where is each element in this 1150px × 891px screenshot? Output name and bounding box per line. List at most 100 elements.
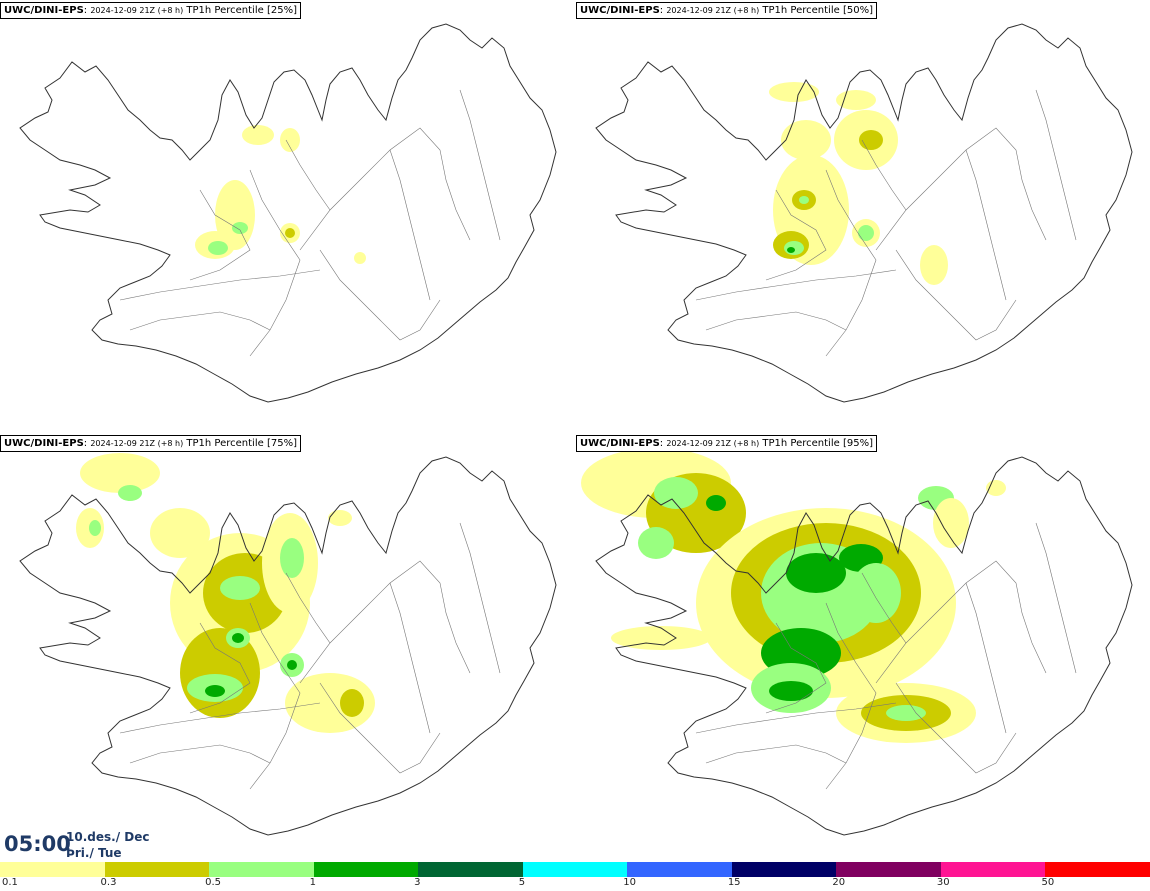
boundary-line <box>861 572 907 644</box>
precip-area <box>611 626 711 650</box>
precip-area <box>933 498 969 548</box>
colorbar-segment <box>731 862 837 877</box>
colorbar-label: 1 <box>309 877 316 888</box>
boundary-line <box>695 269 897 301</box>
coastline <box>595 456 1133 836</box>
boundary-line <box>389 582 431 734</box>
colorbar-segment <box>104 862 210 877</box>
iceland-map <box>595 23 1133 403</box>
precip-area <box>232 633 244 643</box>
precip-area <box>208 241 228 255</box>
boundary-line <box>1035 89 1077 241</box>
boundary-line <box>119 702 321 734</box>
panel-title: UWC/DINI-EPS: 2024-12-09 21Z (+8 h) TP1h… <box>0 435 301 452</box>
colorbar-segment <box>418 862 523 877</box>
valid-date: 10.des./ Dec <box>66 830 150 844</box>
colorbar-segment <box>0 862 105 877</box>
precip-area <box>786 553 846 593</box>
boundary-line <box>895 249 1017 341</box>
boundary-line <box>299 127 471 251</box>
valid-weekday: Þri./ Tue <box>66 846 122 860</box>
precip-area <box>285 673 375 733</box>
colorbar-segment <box>940 862 1046 877</box>
boundary-line <box>285 139 331 211</box>
colorbar <box>0 862 1150 877</box>
boundary-line <box>319 249 441 341</box>
precip-area <box>858 225 874 241</box>
map-panel-p25: UWC/DINI-EPS: 2024-12-09 21Z (+8 h) TP1h… <box>0 0 574 432</box>
coastline <box>19 23 557 403</box>
precip-area <box>205 685 225 697</box>
colorbar-labels: 0.1 0.3 0.5 1 3 5 10 15 20 30 50 <box>0 877 1150 891</box>
panel-title: UWC/DINI-EPS: 2024-12-09 21Z (+8 h) TP1h… <box>576 435 877 452</box>
precip-area <box>787 247 795 253</box>
precip-area <box>242 125 274 145</box>
valid-time-box <box>0 828 140 862</box>
precip-area <box>799 196 809 204</box>
map-panel-p95: UWC/DINI-EPS: 2024-12-09 21Z (+8 h) TP1h… <box>576 433 1150 865</box>
coastline <box>595 23 1133 403</box>
precip-area <box>285 228 295 238</box>
boundary-line <box>459 89 501 241</box>
boundary-line <box>1035 522 1077 674</box>
precip-area <box>920 245 948 285</box>
boundary-line <box>129 744 271 764</box>
precip-area <box>118 485 142 501</box>
colorbar-label: 20 <box>832 877 846 888</box>
colorbar-segment <box>313 862 419 877</box>
precip-area <box>654 477 698 509</box>
precip-area <box>769 82 819 102</box>
precip-area <box>340 689 364 717</box>
precip-area <box>781 120 831 160</box>
precip-area <box>851 563 901 623</box>
valid-time-clock: 05:00 <box>4 832 71 856</box>
panel-title: UWC/DINI-EPS: 2024-12-09 21Z (+8 h) TP1h… <box>576 2 877 19</box>
colorbar-label: 10 <box>623 877 636 888</box>
precip-area <box>232 222 248 234</box>
iceland-map <box>19 453 557 836</box>
boundary-line <box>129 311 271 331</box>
colorbar-label: 0.3 <box>100 877 117 888</box>
colorbar-label: 50 <box>1041 877 1055 888</box>
boundary-line <box>705 744 847 764</box>
colorbar-segment <box>627 862 732 877</box>
boundary-line <box>695 702 897 734</box>
boundary-line <box>705 311 847 331</box>
precip-area <box>280 538 304 578</box>
colorbar-segment <box>836 862 941 877</box>
precip-area <box>328 510 352 526</box>
coastline <box>19 456 557 836</box>
precip-area <box>220 576 260 600</box>
iceland-map <box>19 23 557 403</box>
precip-area <box>784 241 804 255</box>
colorbar-segment <box>1045 862 1150 877</box>
precip-area <box>354 252 366 264</box>
boundary-line <box>875 560 1047 684</box>
colorbar-label: 3 <box>414 877 421 888</box>
precip-area <box>886 705 926 721</box>
map-panel-p50: UWC/DINI-EPS: 2024-12-09 21Z (+8 h) TP1h… <box>576 0 1150 432</box>
precip-area <box>80 453 160 493</box>
boundary-line <box>285 572 331 644</box>
boundary-line <box>189 189 251 281</box>
panel-title: UWC/DINI-EPS: 2024-12-09 21Z (+8 h) TP1h… <box>0 2 301 19</box>
boundary-line <box>895 682 1017 774</box>
boundary-line <box>765 189 827 281</box>
colorbar-label: 0.1 <box>2 877 18 888</box>
boundary-line <box>189 622 251 714</box>
boundary-line <box>965 149 1007 301</box>
boundary-line <box>965 582 1007 734</box>
boundary-line <box>765 622 827 714</box>
colorbar-label: 30 <box>936 877 950 888</box>
boundary-line <box>875 127 1047 251</box>
precip-area <box>769 681 813 701</box>
precip-area <box>150 508 210 558</box>
colorbar-label: 15 <box>727 877 741 888</box>
colorbar-segment <box>522 862 628 877</box>
precip-area <box>706 495 726 511</box>
precip-area <box>859 130 883 150</box>
boundary-line <box>861 139 907 211</box>
precip-area <box>280 128 300 152</box>
boundary-line <box>299 560 471 684</box>
boundary-line <box>459 522 501 674</box>
